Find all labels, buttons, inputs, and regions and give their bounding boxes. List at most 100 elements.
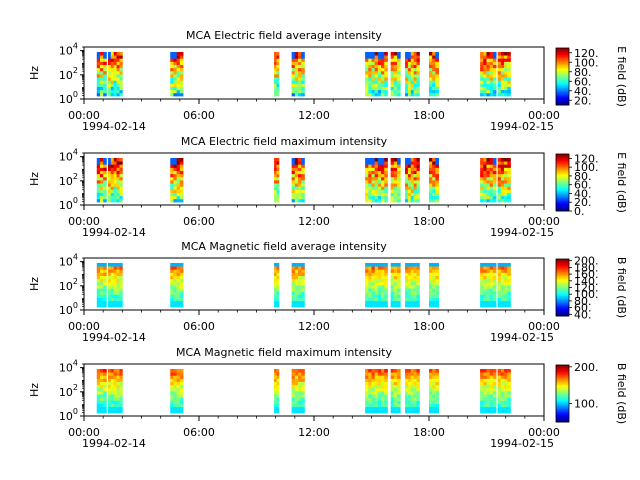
heatmap-cell <box>393 275 398 280</box>
heatmap-cell <box>377 409 382 414</box>
heatmap-cell <box>365 55 369 59</box>
heatmap-cell <box>274 89 277 94</box>
heatmap-cell <box>407 269 412 273</box>
heatmap-cell <box>374 275 379 280</box>
heatmap-cell <box>405 58 409 62</box>
heatmap-cell <box>390 67 395 72</box>
heatmap-cell <box>381 176 385 181</box>
heatmap-cell <box>170 64 174 69</box>
colorbar-step <box>556 412 569 414</box>
heatmap-cell <box>365 180 369 184</box>
heatmap-cell <box>492 272 497 276</box>
heatmap-cell <box>276 55 280 59</box>
heatmap-cell <box>301 278 305 283</box>
heatmap-cell <box>397 86 401 91</box>
heatmap-cell <box>435 403 439 408</box>
heatmap-cell <box>301 52 305 56</box>
heatmap-cell <box>390 173 395 178</box>
heatmap-cell <box>407 161 412 165</box>
heatmap-cell <box>413 192 417 197</box>
heatmap-cell <box>179 58 184 62</box>
heatmap-cell <box>298 86 302 91</box>
heatmap-cell <box>371 83 376 87</box>
heatmap-cell <box>492 61 497 65</box>
colorbar-tick-label: 20. <box>574 94 592 107</box>
heatmap-cell <box>96 61 101 65</box>
heatmap-cell <box>291 77 296 81</box>
heatmap-cell <box>410 409 415 414</box>
y-tick-label: 102 <box>59 172 78 188</box>
heatmap-cell <box>176 164 181 168</box>
heatmap-cell <box>113 266 117 270</box>
heatmap-cell <box>294 77 299 81</box>
heatmap-cell <box>110 375 115 379</box>
heatmap-cell <box>276 167 280 171</box>
heatmap-cell <box>405 183 409 187</box>
heatmap-cell <box>416 409 420 414</box>
heatmap-cell <box>371 158 376 162</box>
heatmap-cell <box>291 378 296 382</box>
heatmap-cell <box>170 198 174 203</box>
heatmap-cell <box>413 372 417 376</box>
heatmap-cell <box>504 167 508 171</box>
x-date-label: 1994-02-15 <box>490 437 554 450</box>
heatmap-cell <box>413 272 417 276</box>
heatmap-cell <box>176 67 181 72</box>
heatmap-cell <box>393 161 398 165</box>
heatmap-cell <box>371 92 376 97</box>
heatmap-cell <box>480 58 484 62</box>
heatmap-cell <box>377 378 382 382</box>
colorbar-step <box>556 92 569 94</box>
heatmap-cell <box>110 288 115 292</box>
heatmap-cell <box>390 294 395 298</box>
heatmap-cell <box>407 281 412 286</box>
heatmap-cell <box>492 303 497 308</box>
heatmap-cell <box>377 186 382 190</box>
heatmap-cell <box>377 285 382 289</box>
heatmap-cell <box>365 400 369 404</box>
heatmap-cell <box>500 161 505 165</box>
heatmap-cell <box>413 294 417 298</box>
heatmap-cell <box>107 285 112 289</box>
heatmap-cell <box>113 161 117 165</box>
heatmap-cell <box>365 58 369 62</box>
heatmap-cell <box>294 55 299 59</box>
heatmap-cell <box>96 288 101 292</box>
heatmap-cell <box>497 403 502 408</box>
heatmap-cell <box>410 189 415 193</box>
heatmap-cell <box>110 387 115 392</box>
heatmap-cell <box>507 278 511 283</box>
heatmap-cell <box>405 300 409 305</box>
heatmap-cell <box>489 369 494 373</box>
heatmap-cell <box>429 167 433 171</box>
heatmap-cell <box>368 409 372 414</box>
colorbar-tick-label: 60. <box>574 302 592 315</box>
heatmap-cell <box>405 275 409 280</box>
heatmap-cell <box>298 275 302 280</box>
heatmap-cell <box>486 269 491 273</box>
heatmap-cell <box>486 183 491 187</box>
colorbar-tick-label: 200. <box>574 255 599 268</box>
colorbar-step <box>556 365 569 367</box>
heatmap-cell <box>416 384 420 389</box>
heatmap-cell <box>405 266 409 270</box>
heatmap-cell <box>365 80 369 84</box>
heatmap-cell <box>103 285 107 289</box>
heatmap-cell <box>492 372 497 376</box>
heatmap-cell <box>113 372 117 376</box>
heatmap-cell <box>497 375 502 379</box>
heatmap-cell <box>393 378 398 382</box>
heatmap-cell <box>432 387 436 392</box>
colorbar-step <box>556 383 569 386</box>
heatmap-cell <box>407 74 412 78</box>
heatmap-cell <box>99 297 104 302</box>
heatmap-cell <box>384 64 388 69</box>
heatmap-cell <box>294 272 299 276</box>
heatmap-cell <box>405 167 409 171</box>
heatmap-cell <box>107 378 112 382</box>
heatmap-cell <box>170 409 174 414</box>
heatmap-cell <box>405 80 409 84</box>
heatmap-cell <box>110 403 115 408</box>
heatmap-cell <box>504 52 508 56</box>
